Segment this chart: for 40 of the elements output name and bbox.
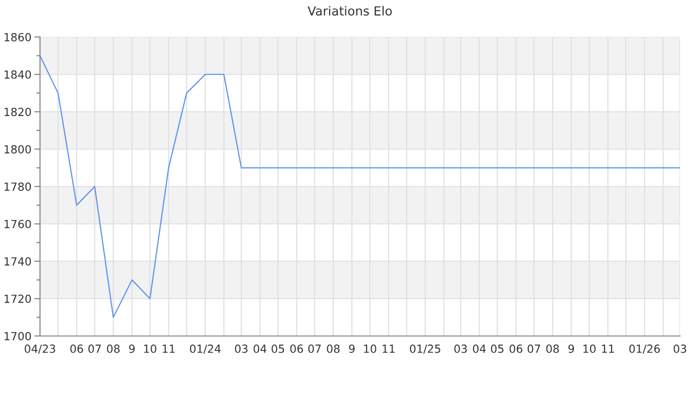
x-tick-label: 04: [472, 344, 486, 353]
x-tick-label: 04/23: [24, 344, 56, 354]
y-tick-label: 1760: [4, 220, 31, 228]
x-tick-label: 06: [510, 344, 522, 353]
x-tick-label: 06: [290, 344, 303, 353]
x-tick-label: 9: [129, 344, 135, 353]
x-tick-label: 10: [364, 344, 376, 353]
x-tick-label: 04: [254, 344, 266, 353]
x-tick-label: 11: [602, 344, 614, 353]
x-tick-label: 08: [106, 344, 120, 353]
x-tick-label: 07: [528, 344, 540, 353]
x-tick-label: 08: [546, 344, 559, 353]
x-tick-label: 07: [88, 344, 101, 353]
x-tick-label: 11: [162, 344, 175, 353]
chart-title: Variations Elo: [308, 6, 392, 16]
y-tick-label: 1820: [4, 108, 31, 116]
y-tick-label: 1780: [4, 182, 31, 191]
x-tick-label: 08: [326, 344, 340, 353]
x-tick-label: 03: [454, 344, 467, 353]
x-tick-label: 01/25: [410, 344, 440, 354]
x-tick-label: 9: [349, 344, 355, 353]
x-tick-label: 05: [272, 344, 284, 353]
y-tick-label: 1720: [4, 294, 31, 304]
y-tick-label: 1860: [4, 32, 31, 42]
x-tick-label: 03: [674, 344, 686, 353]
x-tick-label: 01/26: [629, 344, 660, 354]
x-tick-label: 05: [490, 344, 504, 353]
x-tick-label: 11: [382, 344, 395, 353]
x-tick-label: 03: [234, 344, 248, 353]
line-series: [40, 55, 680, 318]
x-tick-label: 9: [568, 344, 574, 353]
y-tick-label: 1840: [4, 70, 31, 79]
y-tick-label: 1800: [4, 145, 31, 154]
x-tick-label: 10: [144, 344, 156, 353]
x-tick-label: 01/24: [190, 344, 221, 354]
x-tick-label: 07: [308, 344, 321, 353]
x-tick-label: 06: [70, 344, 84, 353]
y-tick-label: 1700: [4, 332, 31, 340]
y-tick-label: 1740: [4, 257, 31, 266]
x-tick-label: 10: [583, 344, 596, 353]
